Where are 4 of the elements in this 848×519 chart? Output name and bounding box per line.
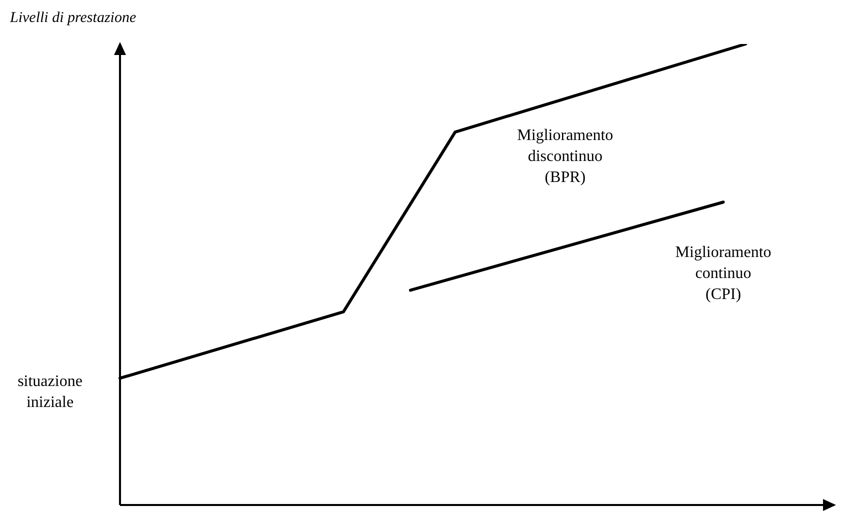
text: situazione iniziale [18,373,82,412]
y-axis-title: Livelli di prestazione [9,10,136,26]
series-label: Miglioramento continuo (CPI) [675,244,772,304]
series-label: Miglioramento discontinuo (BPR) [517,127,614,186]
